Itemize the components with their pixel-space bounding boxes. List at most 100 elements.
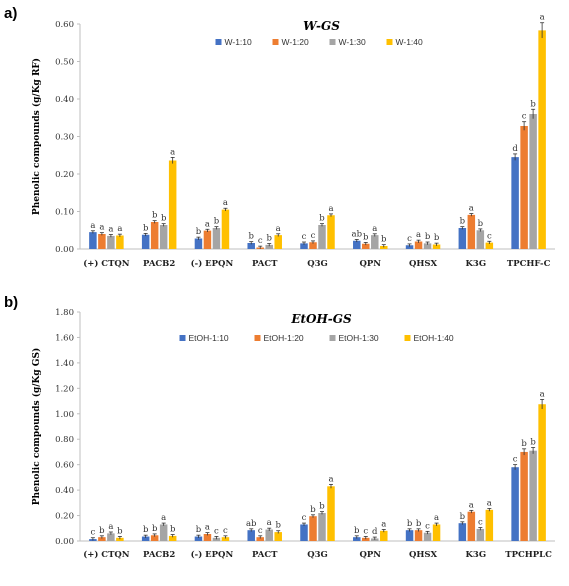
significance-letter: c: [302, 513, 307, 523]
legend-label: EtOH-1:20: [264, 333, 304, 343]
significance-letter: a: [267, 518, 272, 528]
bar: [467, 214, 476, 249]
bar: [529, 114, 537, 249]
significance-letter: d: [512, 144, 518, 154]
x-category-label: K3G: [466, 259, 487, 269]
panel-label: a): [4, 5, 17, 22]
significance-letter: a: [161, 513, 166, 523]
bar: [265, 529, 273, 541]
legend-label: EtOH-1:30: [339, 333, 379, 343]
bar: [458, 523, 467, 541]
bar: [476, 528, 485, 541]
chart-panel-a: a) W-GS W-1:10 W-1:20 W-1:30 W-1:40 0.00 0.10 0.…: [4, 5, 555, 269]
bar: [327, 486, 335, 541]
significance-letter: b: [434, 233, 440, 243]
significance-letter: c: [91, 528, 96, 538]
bar: [318, 225, 326, 249]
bar: [485, 242, 494, 249]
y-tick-label: 0.20: [55, 170, 74, 180]
legend-label: EtOH-1:10: [189, 333, 229, 343]
significance-letter: a: [108, 225, 113, 235]
y-tick-label: 0.00: [55, 245, 74, 255]
legend-swatch: [404, 335, 411, 341]
significance-letter: b: [99, 526, 105, 536]
legend-item: EtOH-1:20: [254, 333, 304, 343]
bar: [423, 532, 432, 541]
bar: [265, 244, 273, 249]
bar: [141, 536, 150, 541]
y-tick-label: 1.40: [55, 359, 74, 369]
legend-label: W-1:10: [225, 37, 253, 47]
bar: [141, 234, 150, 249]
chart-title: EtOH-GS: [290, 312, 352, 326]
bar: [221, 537, 230, 541]
bar: [538, 30, 546, 249]
bar: [538, 404, 546, 541]
legend-swatch: [329, 39, 336, 45]
y-tick-label: 1.60: [55, 333, 74, 343]
x-category-label: TPCHF-C: [507, 259, 551, 269]
bar: [247, 530, 255, 541]
legend-swatch: [272, 39, 279, 45]
bar: [274, 532, 282, 541]
significance-letter: b: [425, 232, 431, 242]
legend-item: EtOH-1:30: [329, 333, 379, 343]
significance-letter: c: [487, 231, 492, 241]
x-category-label: PACT: [252, 259, 278, 269]
bar: [300, 243, 308, 249]
legend-label: EtOH-1:40: [414, 333, 454, 343]
legend-item: W-1:10: [215, 37, 253, 47]
chart-title: W-GS: [303, 19, 340, 33]
significance-letter: b: [319, 502, 325, 512]
legend-label: W-1:30: [339, 37, 367, 47]
legend-swatch: [179, 335, 186, 341]
significance-letter: a: [205, 523, 210, 533]
x-category-label: (-) EPQN: [191, 258, 234, 269]
bar: [327, 215, 335, 249]
significance-letter: b: [416, 519, 422, 529]
x-category-label: QHSX: [409, 259, 438, 269]
significance-letter: b: [460, 217, 466, 227]
significance-letter: a: [99, 223, 104, 233]
significance-letter: b: [381, 235, 387, 245]
bar: [476, 230, 485, 249]
bar: [116, 235, 124, 249]
bar: [353, 240, 361, 249]
significance-letter: c: [214, 526, 219, 536]
bar: [432, 244, 441, 249]
significance-letter: b: [161, 214, 167, 224]
x-category-label: (+) CTQN: [83, 549, 130, 560]
significance-letter: a: [381, 519, 386, 529]
bar: [256, 537, 264, 541]
significance-letter: a: [328, 474, 333, 484]
y-tick-label: 0.80: [55, 435, 74, 445]
significance-letter: b: [143, 223, 149, 233]
significance-letter: c: [302, 232, 307, 242]
significance-letter: b: [117, 526, 123, 536]
bar: [150, 222, 159, 249]
significance-letter: c: [223, 526, 228, 536]
y-tick-label: 0.40: [55, 486, 74, 496]
y-tick-label: 1.00: [55, 410, 74, 420]
y-tick-label: 0.30: [55, 133, 74, 143]
bar: [203, 534, 212, 541]
bar: [414, 241, 423, 249]
significance-letter: a: [487, 498, 492, 508]
significance-letter: b: [407, 519, 413, 529]
bar: [371, 235, 379, 249]
significance-letter: b: [530, 99, 536, 109]
bar: [405, 530, 414, 541]
legend-swatch: [329, 335, 336, 341]
bar: [300, 524, 308, 541]
chart-panel-b: b) EtOH-GS EtOH-1:10 EtOH-1:20 EtOH-1:30 EtOH…: [4, 294, 555, 560]
x-category-label: QPN: [359, 259, 381, 269]
significance-letter: a: [434, 513, 439, 523]
legend-label: W-1:40: [396, 37, 424, 47]
legend-label: W-1:20: [282, 37, 310, 47]
bar: [485, 509, 494, 541]
legend-swatch: [254, 335, 261, 341]
bar: [168, 160, 177, 249]
y-tick-label: 0.40: [55, 95, 74, 105]
significance-letter: c: [478, 518, 483, 528]
